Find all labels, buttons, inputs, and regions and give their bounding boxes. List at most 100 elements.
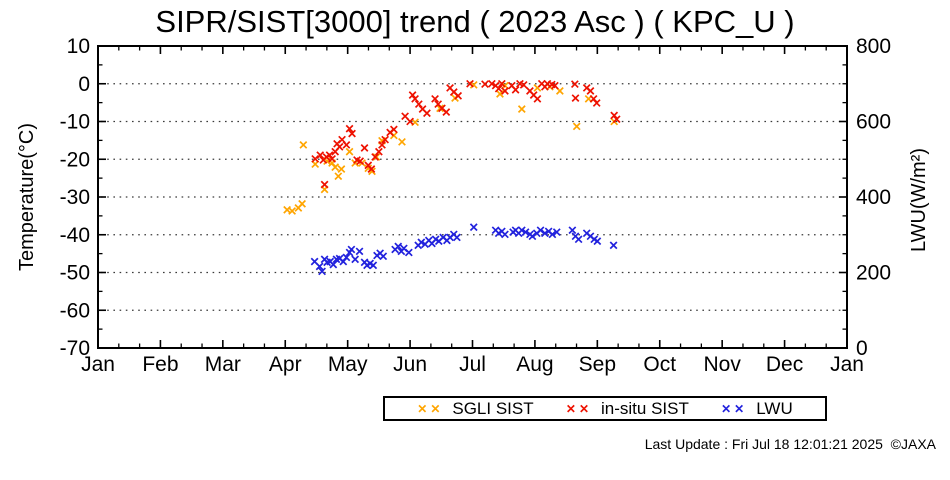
data-point-x-marker — [466, 79, 474, 88]
y-left-tick-label: 10 — [67, 35, 90, 58]
data-point-x-marker — [536, 226, 545, 235]
data-point-x-marker — [541, 229, 549, 238]
data-point-x-marker — [299, 141, 308, 149]
data-point-x-marker — [501, 87, 509, 95]
data-point-x-marker — [517, 226, 526, 235]
data-point-x-marker — [389, 125, 398, 134]
data-point-x-marker — [568, 226, 577, 235]
data-point-x-marker — [351, 255, 360, 264]
data-point-x-marker — [288, 207, 297, 215]
data-point-x-marker — [511, 85, 520, 94]
data-point-x-marker — [401, 112, 409, 121]
data-point-x-marker — [331, 163, 340, 172]
data-point-x-marker — [582, 229, 591, 238]
data-point-x-marker — [417, 238, 426, 247]
data-point-x-marker — [610, 111, 619, 120]
y-left-tick-label: -50 — [60, 262, 90, 285]
last-update-text: Last Update : Fri Jul 18 12:01:21 2025 ©… — [644, 436, 936, 452]
data-point-x-marker — [452, 233, 461, 242]
data-point-x-marker — [404, 248, 413, 257]
data-point-x-marker — [548, 230, 557, 239]
x-tick-label: Aug — [516, 353, 553, 376]
x-tick-label: Oct — [643, 353, 676, 376]
data-point-x-marker — [481, 80, 489, 89]
legend-label-sgli-sist: SGLI SIST — [452, 398, 534, 418]
y-left-tick-label: -30 — [60, 186, 90, 209]
x-marker-icon: ✕ ✕ — [565, 401, 589, 416]
x-tick-label: Nov — [703, 353, 741, 376]
data-point-x-marker — [487, 79, 496, 88]
legend-label-insitu-sist: in-situ SIST — [601, 398, 689, 418]
data-point-x-marker — [372, 153, 381, 161]
data-point-x-marker — [338, 135, 346, 144]
data-point-x-marker — [550, 81, 559, 90]
data-point-x-marker — [517, 105, 526, 113]
data-point-x-marker — [442, 108, 451, 116]
x-tick-label: Sep — [579, 353, 616, 376]
data-point-x-marker — [342, 253, 351, 262]
x-tick-label: May — [328, 353, 368, 376]
data-point-x-marker — [552, 228, 561, 237]
data-point-x-marker — [529, 91, 538, 99]
y-right-tick-label: 600 — [856, 111, 891, 134]
y-right-tick-label: 200 — [856, 262, 891, 285]
x-tick-label: Mar — [205, 353, 241, 376]
data-point-x-marker — [337, 165, 346, 173]
legend-entry-lwu: ✕ ✕ LWU — [721, 399, 793, 419]
data-point-x-marker — [612, 115, 621, 124]
y-left-tick-label: -40 — [60, 224, 90, 247]
data-point-x-marker — [329, 260, 338, 269]
data-point-x-marker — [379, 252, 388, 261]
data-point-x-marker — [609, 241, 618, 250]
x-tick-label: Jan — [830, 353, 864, 376]
data-point-x-marker — [345, 147, 354, 156]
data-point-x-marker — [353, 156, 361, 164]
data-point-x-marker — [590, 235, 599, 244]
data-point-x-marker — [589, 94, 598, 103]
data-point-x-marker — [367, 165, 376, 173]
data-point-x-marker — [519, 80, 528, 89]
data-point-x-marker — [586, 87, 595, 95]
legend-label-lwu: LWU — [756, 398, 793, 418]
data-point-x-marker — [414, 100, 423, 109]
data-point-x-marker — [408, 91, 417, 99]
data-point-x-marker — [411, 94, 419, 103]
y-left-tick-label: -60 — [60, 299, 90, 322]
y-axis-title-lwu: LWU(W/m²) — [908, 147, 930, 253]
data-point-x-marker — [310, 257, 319, 266]
y-right-tick-label: 800 — [856, 35, 891, 58]
data-point-x-marker — [366, 259, 375, 268]
y-left-tick-label: -10 — [60, 111, 90, 134]
data-point-x-marker — [572, 122, 581, 131]
data-point-x-marker — [399, 244, 408, 253]
legend: ✕ ✕ SGLI SIST ✕ ✕ in-situ SIST ✕ ✕ LWU — [383, 396, 827, 421]
data-point-x-marker — [501, 230, 509, 239]
x-marker-icon: ✕ ✕ — [721, 401, 745, 416]
x-tick-label: Dec — [766, 353, 803, 376]
x-tick-label: Apr — [269, 353, 302, 376]
data-point-x-marker — [431, 94, 439, 103]
data-point-x-marker — [555, 87, 564, 95]
data-point-x-marker — [582, 84, 591, 92]
data-point-x-marker — [364, 164, 373, 173]
y-right-tick-label: 400 — [856, 186, 891, 209]
data-point-x-marker — [355, 247, 364, 256]
y-left-tick-label: -70 — [60, 337, 90, 360]
x-tick-label: Feb — [142, 353, 178, 376]
x-tick-label: Jul — [459, 353, 486, 376]
data-point-x-marker — [364, 161, 373, 170]
data-point-x-marker — [544, 227, 553, 236]
data-point-x-marker — [507, 81, 516, 90]
x-marker-icon: ✕ ✕ — [417, 401, 441, 416]
x-tick-label: Jan — [81, 353, 115, 376]
data-point-x-marker — [528, 232, 537, 241]
data-point-x-marker — [335, 254, 344, 263]
data-point-x-marker — [356, 157, 365, 166]
data-point-x-marker — [389, 131, 398, 140]
data-point-x-marker — [315, 262, 324, 271]
data-point-x-marker — [368, 167, 376, 176]
chart-title: SIPR/SIST[3000] trend ( 2023 Asc ) ( KPC… — [155, 4, 795, 39]
data-point-x-marker — [374, 147, 383, 156]
data-point-x-marker — [593, 237, 602, 246]
